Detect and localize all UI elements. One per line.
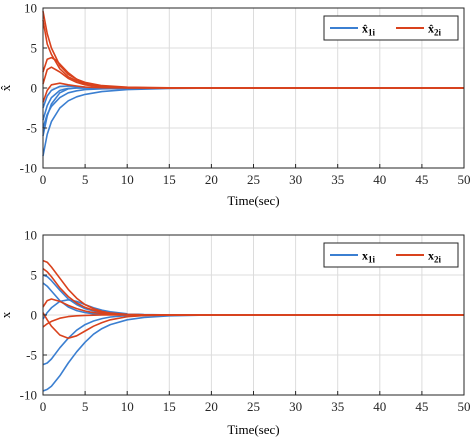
legend-label-1i: x̂1i: [362, 22, 376, 38]
x-tick-label: 40: [373, 399, 386, 414]
x-tick-label: 0: [40, 172, 47, 187]
x-tick-label: 0: [40, 399, 47, 414]
chart-panel-2: 051015202530354045501050-5-10Time(sec)xx…: [0, 228, 471, 438]
x-tick-label: 45: [415, 172, 428, 187]
series-line-2i-10: [42, 314, 464, 328]
x-tick-label: 25: [247, 399, 260, 414]
y-tick-label: -5: [26, 348, 37, 363]
chart-panel-1: 0 5 10 15 20 25 30 35 40 45 501050-5-10Time(sec)x̂…: [0, 1, 471, 209]
x-tick-label: 20: [205, 399, 218, 414]
x-tick-label: 15: [163, 399, 176, 414]
y-tick-label: 0: [31, 308, 38, 323]
y-axis-label: x̂: [0, 84, 13, 91]
legend-label-2i: x̂2i: [428, 22, 442, 38]
x-tick-label: 35: [331, 172, 344, 187]
x-tick-label: 45: [415, 399, 428, 414]
series-group: [42, 259, 464, 392]
y-tick-label: 10: [24, 1, 37, 16]
x-axis-label: Time(sec): [227, 193, 279, 208]
legend: x1i x2i: [323, 242, 459, 268]
y-tick-label: 5: [31, 268, 38, 283]
x-tick-label: 30: [289, 399, 302, 414]
x-tick-label: 5: [82, 172, 89, 187]
x-tick-label: 20: [205, 172, 218, 187]
x-axis-label: Time(sec): [227, 422, 279, 437]
x-tick-label: 40: [373, 172, 386, 187]
x-tick-label: 50: [458, 172, 471, 187]
y-tick-label: -5: [26, 121, 37, 136]
series-group: [42, 11, 464, 157]
x-tick-label: 35: [331, 399, 344, 414]
y-tick-label: -10: [20, 161, 37, 176]
x-tick-label: 30: [289, 172, 302, 187]
y-tick-label: 10: [24, 228, 37, 243]
legend-label-2i: x2i: [428, 249, 442, 265]
x-tick-label: 10: [121, 399, 134, 414]
x-tick-label: 10: [121, 172, 134, 187]
x-tick-label: 5: [82, 399, 89, 414]
y-axis-label: x: [0, 311, 13, 318]
y-tick-label: 0: [31, 81, 38, 96]
x-tick-label: 50: [458, 399, 471, 414]
legend-label-1i: x1i: [362, 249, 376, 265]
y-tick-label: 5: [31, 41, 38, 56]
y-tick-label: -10: [20, 388, 37, 403]
x-tick-label: 15: [163, 172, 176, 187]
legend: x̂1i x̂2i: [323, 15, 459, 41]
series-line-2i-10: [42, 82, 464, 103]
x-tick-label: 25: [247, 172, 260, 187]
